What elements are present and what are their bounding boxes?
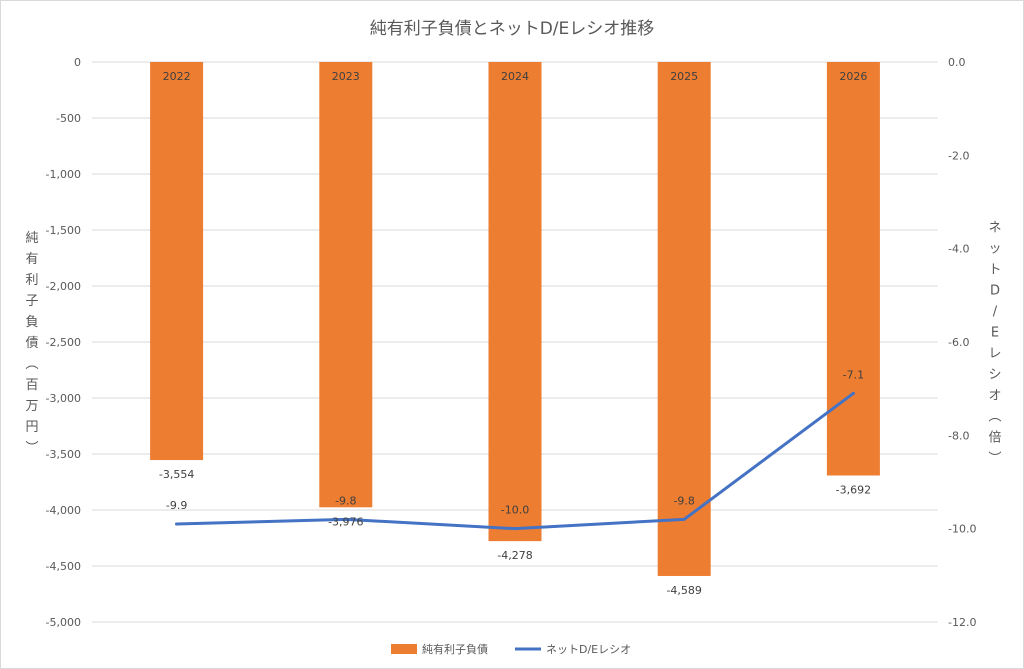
left-axis-title-char: ︵ bbox=[25, 357, 38, 372]
left-axis-tick-label: -2,000 bbox=[46, 280, 81, 293]
bar bbox=[150, 62, 204, 461]
left-axis-tick-label: -2,500 bbox=[46, 336, 81, 349]
legend-label: ネットD/Eレシオ bbox=[546, 643, 631, 656]
bar-data-label: -3,554 bbox=[159, 468, 194, 481]
bar bbox=[488, 62, 542, 542]
right-axis-tick-label: -2.0 bbox=[948, 149, 969, 162]
bar-data-label: -3,976 bbox=[328, 515, 363, 528]
bar-series bbox=[150, 62, 880, 576]
bar-data-label: -4,278 bbox=[497, 549, 532, 562]
right-axis-title-char: シ bbox=[988, 368, 1001, 383]
right-axis-title-char: レ bbox=[988, 347, 1001, 362]
left-axis-title-char: 利 bbox=[25, 273, 38, 288]
bar-data-label: -3,692 bbox=[836, 484, 871, 497]
line-point bbox=[851, 391, 855, 395]
legend-swatch-bar bbox=[391, 644, 417, 654]
right-axis-title-char: ︵ bbox=[988, 410, 1001, 425]
line-data-label: -9.9 bbox=[166, 499, 187, 512]
line-point bbox=[682, 517, 686, 521]
left-axis-tick-label: -1,500 bbox=[46, 224, 81, 237]
axis-ticks: 0 -500 -1,000 -1,500 -2,000 -2,500 -3,000 -3,50… bbox=[46, 56, 977, 629]
right-axis-tick-label: -10.0 bbox=[948, 523, 976, 536]
right-axis-title-char: E bbox=[991, 326, 999, 341]
left-axis-tick-label: 0 bbox=[74, 56, 81, 69]
left-axis-title-char: 純 bbox=[25, 231, 38, 246]
right-axis-title-char: ト bbox=[988, 263, 1001, 278]
left-axis-tick-label: -4,500 bbox=[46, 560, 81, 573]
right-axis-title-char: 倍 bbox=[988, 431, 1001, 446]
line-point bbox=[513, 527, 517, 531]
right-axis-tick-label: -12.0 bbox=[948, 616, 976, 629]
right-axis-title-char: ︶ bbox=[988, 452, 1001, 467]
line-point bbox=[344, 517, 348, 521]
line-data-label: -10.0 bbox=[501, 504, 529, 517]
left-axis-tick-label: -3,500 bbox=[46, 448, 81, 461]
category-label: 2024 bbox=[501, 70, 529, 83]
right-axis-title-char: / bbox=[993, 305, 998, 320]
bar bbox=[657, 62, 711, 576]
right-axis-title-char: ネ bbox=[988, 221, 1001, 236]
line-point bbox=[175, 522, 179, 526]
bar bbox=[319, 62, 373, 508]
bar bbox=[826, 62, 880, 476]
line-series bbox=[175, 391, 855, 531]
line-data-label: -9.8 bbox=[335, 494, 356, 507]
category-label: 2025 bbox=[670, 70, 698, 83]
category-label: 2026 bbox=[839, 70, 867, 83]
right-axis-title-char: ッ bbox=[988, 242, 1001, 257]
right-axis-tick-label: -6.0 bbox=[948, 336, 969, 349]
right-axis-tick-label: -8.0 bbox=[948, 429, 969, 442]
right-axis-title-char: D bbox=[990, 284, 1000, 299]
line-data-label: -9.8 bbox=[673, 494, 694, 507]
data-labels: -3,554 -3,976 -4,278 -4,589 -3,692 -9.9 -9.8 -1… bbox=[159, 368, 871, 597]
right-axis-tick-label: -4.0 bbox=[948, 243, 969, 256]
left-axis-title-char: 万 bbox=[25, 399, 38, 414]
left-axis-tick-label: -1,000 bbox=[46, 168, 81, 181]
left-axis-title-char: 円 bbox=[25, 420, 38, 435]
chart-title: 純有利子負債とネットD/Eレシオ推移 bbox=[370, 19, 655, 39]
left-axis-title-char: 負 bbox=[25, 315, 38, 330]
legend: 純有利子負債 ネットD/Eレシオ bbox=[391, 642, 631, 656]
left-axis-tick-label: -4,000 bbox=[46, 504, 81, 517]
left-axis-title-char: 債 bbox=[25, 336, 38, 351]
left-axis-title-char: ︶ bbox=[25, 441, 38, 456]
left-axis-tick-label: -3,000 bbox=[46, 392, 81, 405]
left-axis-title-char: 子 bbox=[25, 294, 38, 309]
left-axis-tick-label: -5,000 bbox=[46, 616, 81, 629]
bar-data-label: -4,589 bbox=[666, 584, 701, 597]
line-data-label: -7.1 bbox=[843, 368, 864, 381]
category-label: 2023 bbox=[332, 70, 360, 83]
category-label: 2022 bbox=[163, 70, 191, 83]
right-axis-title: ネットD / Eレシオ ︵ 倍 ︶ bbox=[988, 221, 1001, 467]
right-axis-tick-label: 0.0 bbox=[948, 56, 966, 69]
left-axis-tick-label: -500 bbox=[56, 112, 81, 125]
right-axis-title-char: オ bbox=[988, 389, 1001, 404]
left-axis-title-char: 百 bbox=[25, 378, 38, 393]
category-labels: 2022 2023 2024 2025 2026 bbox=[163, 70, 868, 83]
left-axis-title: 純有利子負債 ︵ 百万円 ︶ bbox=[25, 231, 38, 456]
legend-label: 純有利子負債 bbox=[422, 642, 488, 656]
left-axis-title-char: 有 bbox=[25, 252, 38, 267]
